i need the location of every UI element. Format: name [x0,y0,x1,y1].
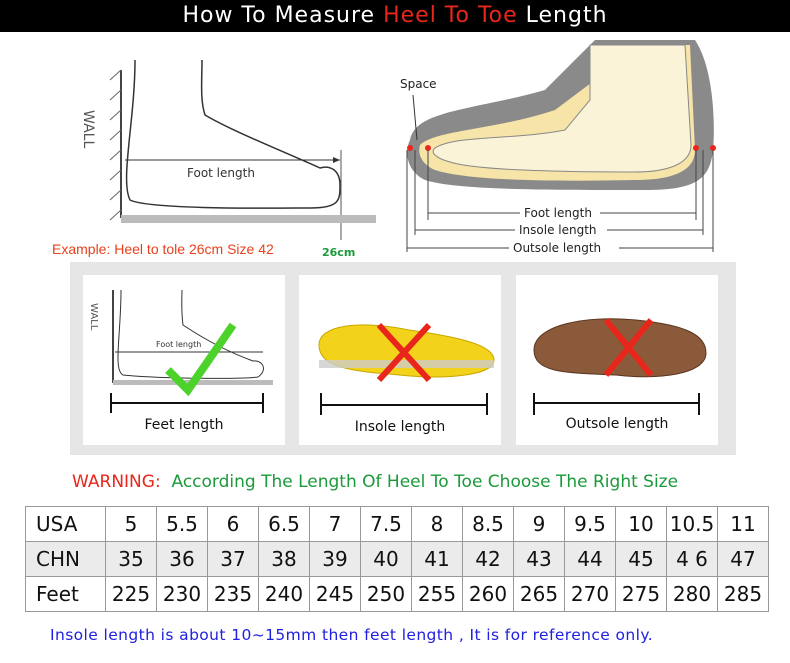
foot-length-label: Foot length [156,340,201,349]
table-cell: 225 [105,576,157,612]
table-cell: 9 [513,506,565,542]
card-label: Insole length [354,419,446,435]
table-row-usa: USA 5 5.5 6 6.5 7 7.5 8 8.5 9 9.5 10 10.5 11 [25,506,769,542]
page-title: How To Measure Heel To Toe Length [0,0,790,32]
wall-label: WALL [80,110,96,148]
shoe-cross-section-diagram: Space Foot length Insole length Outsole … [400,40,716,255]
table-cell: 265 [513,576,565,612]
table-cell: 35 [105,541,157,577]
table-cell: 5 [105,506,157,542]
warning-text: WARNING: According The Length Of Heel To… [72,472,679,492]
table-cell: 44 [564,541,616,577]
table-cell: 240 [258,576,310,612]
table-cell: 36 [156,541,208,577]
table-cell: 235 [207,576,259,612]
table-cell: 6.5 [258,506,310,542]
table-cell: 6 [207,506,259,542]
card-insole-length: Insole length [299,275,501,445]
foot-length-label: Foot length [524,206,592,220]
table-cell: 45 [615,541,667,577]
table-cell: 9.5 [564,506,616,542]
card-outsole-length: Outsole length [516,275,718,445]
table-cell: 245 [309,576,361,612]
insole-length-label: Insole length [519,223,597,237]
table-cell: 10 [615,506,667,542]
table-cell: 8.5 [462,506,514,542]
table-cell: 8 [411,506,463,542]
cross-icon [376,322,432,383]
table-cell: 7 [309,506,361,542]
table-cell: 270 [564,576,616,612]
insole-illustration [318,322,495,415]
wall-label: WALL [88,303,99,331]
method-comparison-panel: WALL Foot length Feet length Insole leng… [70,262,736,455]
table-cell: 280 [666,576,718,612]
row-header: Feet [25,576,106,612]
measurement-mark: 26cm [322,246,356,259]
table-cell: 42 [462,541,514,577]
table-cell: 285 [717,576,769,612]
outsole-illustration [533,318,707,415]
table-row-chn: CHN 35 36 37 38 39 40 41 42 43 44 45 4 6 47 [25,541,769,577]
table-cell: 10.5 [666,506,718,542]
table-cell: 41 [411,541,463,577]
table-cell: 230 [156,576,208,612]
footnote: Insole length is about 10~15mm then feet… [50,626,654,644]
cross-icon [603,318,654,377]
table-cell: 39 [309,541,361,577]
row-header: USA [25,506,106,542]
space-label: Space [400,77,437,91]
row-header: CHN [25,541,106,577]
table-cell: 250 [360,576,412,612]
size-table: USA 5 5.5 6 6.5 7 7.5 8 8.5 9 9.5 10 10.5 11 CHN 35 36 37… [25,506,769,612]
table-cell: 5.5 [156,506,208,542]
table-cell: 38 [258,541,310,577]
table-cell: 40 [360,541,412,577]
table-cell: 43 [513,541,565,577]
table-cell: 255 [411,576,463,612]
example-text: Example: Heel to tole 26cm Size 42 [52,241,274,257]
foot-illustration: WALL Foot length [88,289,273,413]
check-icon [165,322,237,397]
table-cell: 275 [615,576,667,612]
table-cell: 47 [717,541,769,577]
card-feet-length: WALL Foot length Feet length [83,275,285,445]
foot-length-label: Foot length [187,166,255,180]
table-cell: 37 [207,541,259,577]
table-cell: 11 [717,506,769,542]
table-cell: 7.5 [360,506,412,542]
card-label: Feet length [144,417,224,433]
table-cell: 260 [462,576,514,612]
foot-against-wall-diagram: WALL Foot length [80,60,376,240]
table-cell: 4 6 [666,541,718,577]
card-label: Outsole length [565,416,669,432]
table-row-feet: Feet 225 230 235 240 245 250 255 260 265 270 275 280… [25,576,769,612]
outsole-length-label: Outsole length [513,241,601,255]
